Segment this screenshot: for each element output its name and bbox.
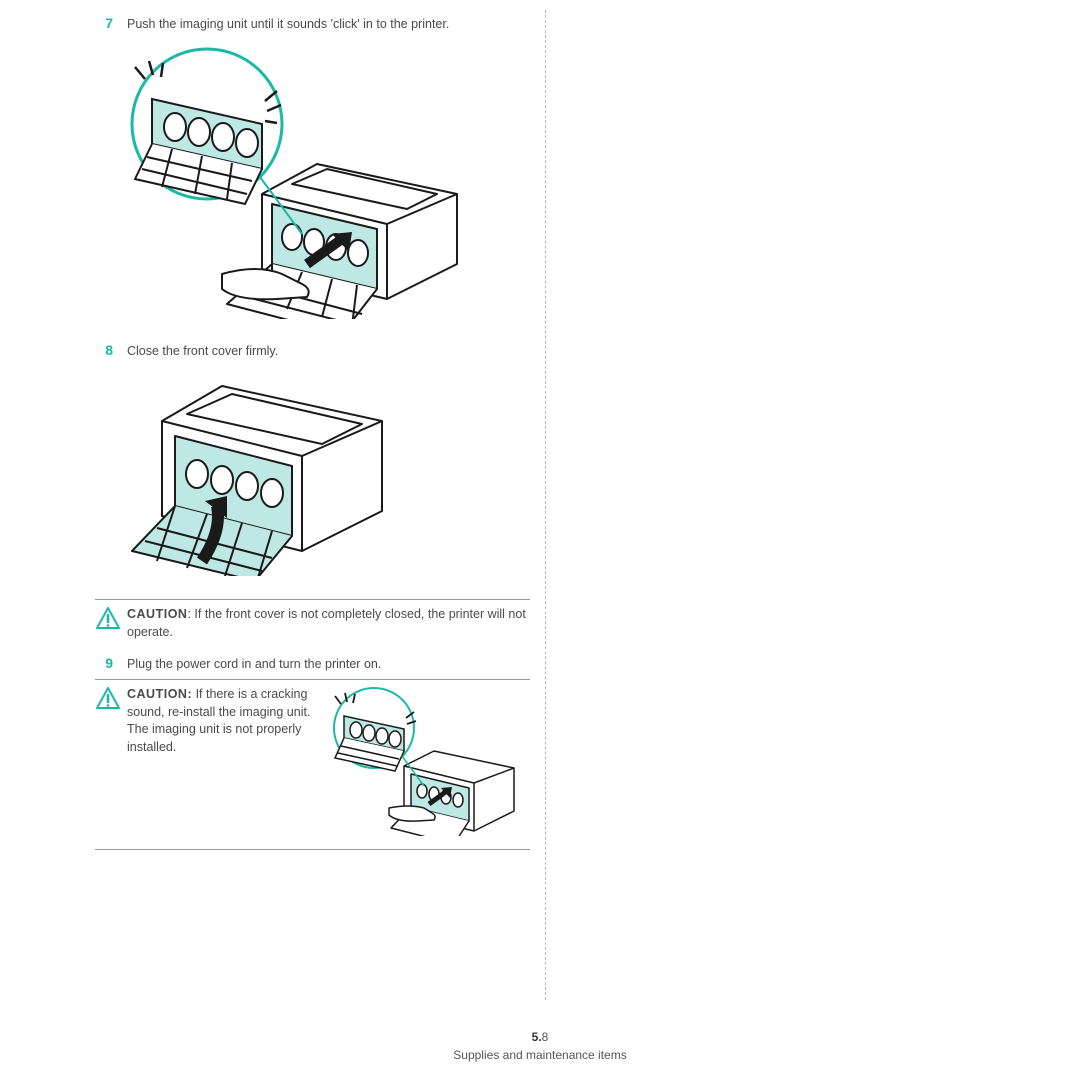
caution-cover-closed: CAUTION: If the front cover is not compl… bbox=[95, 599, 530, 641]
step-8: 8 Close the front cover firmly. bbox=[95, 342, 530, 360]
caution-icon bbox=[95, 606, 127, 637]
caution-label: CAUTION bbox=[127, 607, 187, 621]
caution-text: CAUTION: If there is a cracking sound, r… bbox=[127, 686, 321, 756]
step-text: Close the front cover firmly. bbox=[127, 342, 530, 360]
column-divider bbox=[545, 10, 546, 1000]
figure-step-8 bbox=[127, 366, 530, 581]
figure-step-7 bbox=[127, 39, 530, 324]
step-9: 9 Plug the power cord in and turn the pr… bbox=[95, 655, 530, 673]
caution-label: CAUTION: bbox=[127, 687, 192, 701]
caution-text: CAUTION: If the front cover is not compl… bbox=[127, 606, 530, 641]
step-7: 7 Push the imaging unit until it sounds … bbox=[95, 15, 530, 33]
caution-cracking-sound: CAUTION: If there is a cracking sound, r… bbox=[95, 679, 530, 850]
left-column: 7 Push the imaging unit until it sounds … bbox=[95, 15, 530, 850]
step-text: Plug the power cord in and turn the prin… bbox=[127, 655, 530, 673]
caution-icon bbox=[95, 686, 127, 717]
footer-page: 8 bbox=[542, 1030, 549, 1044]
footer-chapter: 5. bbox=[532, 1030, 542, 1044]
step-number: 9 bbox=[95, 655, 127, 671]
step-text: Push the imaging unit until it sounds 'c… bbox=[127, 15, 530, 33]
figure-caution-reinstall bbox=[321, 686, 530, 841]
caution-body: : If the front cover is not completely c… bbox=[127, 607, 526, 639]
manual-page: 7 Push the imaging unit until it sounds … bbox=[0, 0, 1080, 1080]
footer-title: Supplies and maintenance items bbox=[0, 1048, 1080, 1062]
step-number: 7 bbox=[95, 15, 127, 31]
page-footer: 5.8 Supplies and maintenance items bbox=[0, 1030, 1080, 1062]
step-number: 8 bbox=[95, 342, 127, 358]
